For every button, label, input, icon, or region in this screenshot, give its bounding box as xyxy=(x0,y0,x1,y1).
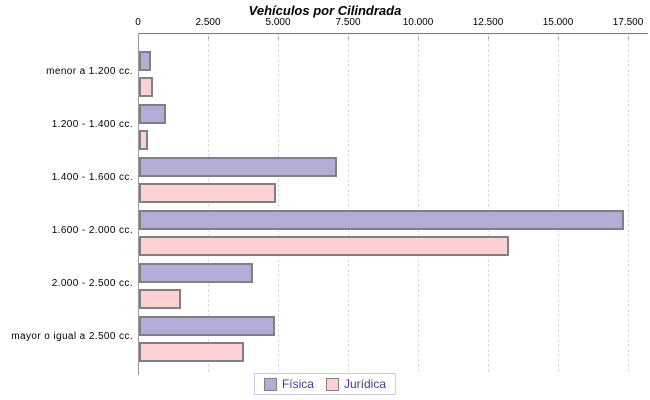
bar-juridica xyxy=(139,183,277,203)
bar-juridica xyxy=(139,236,509,256)
bar-juridica xyxy=(139,130,148,150)
bar-juridica xyxy=(139,77,154,97)
category-label: 1.600 - 2.000 cc. xyxy=(51,225,133,236)
x-tick-label: 12.500 xyxy=(472,17,504,28)
legend-item-juridica: Jurídica xyxy=(325,377,387,391)
gridline xyxy=(628,34,629,372)
x-tick-mark xyxy=(138,34,139,39)
legend-item-fisica: Física xyxy=(263,377,314,391)
bar-juridica xyxy=(139,289,182,309)
bar-fisica xyxy=(139,51,151,71)
category-label: mayor o igual a 2.500 cc. xyxy=(11,331,133,342)
x-tick-label: 0 xyxy=(135,17,141,28)
chart-title: Vehículos por Cilindrada xyxy=(248,3,402,18)
bar-fisica xyxy=(139,316,275,336)
y-axis-line xyxy=(138,33,139,375)
bar-fisica xyxy=(139,104,167,124)
x-tick-label: 15.000 xyxy=(542,17,574,28)
legend: Física Jurídica xyxy=(253,373,397,395)
category-label: 2.000 - 2.500 cc. xyxy=(51,278,133,289)
gridline xyxy=(418,34,419,372)
bar-fisica xyxy=(139,263,253,283)
bar-fisica xyxy=(139,210,624,230)
x-tick-label: 5.000 xyxy=(265,17,291,28)
bar-juridica xyxy=(139,342,245,362)
category-label: 1.400 - 1.600 cc. xyxy=(51,172,133,183)
juridica-swatch-icon xyxy=(325,377,339,391)
x-tick-label: 10.000 xyxy=(402,17,434,28)
category-label: 1.200 - 1.400 cc. xyxy=(51,119,133,130)
gridline xyxy=(558,34,559,372)
category-label: menor a 1.200 cc. xyxy=(46,66,133,77)
x-tick-label: 7.500 xyxy=(335,17,361,28)
fisica-swatch-icon xyxy=(263,377,277,391)
bar-fisica xyxy=(139,157,337,177)
x-tick-label: 17.500 xyxy=(612,17,644,28)
gridline xyxy=(488,34,489,372)
gridline xyxy=(278,34,279,372)
x-tick-label: 2.500 xyxy=(195,17,221,28)
legend-label-juridica: Jurídica xyxy=(343,377,387,391)
x-axis-line xyxy=(138,33,648,34)
gridline xyxy=(348,34,349,372)
legend-label-fisica: Física xyxy=(281,377,314,391)
gridline xyxy=(208,34,209,372)
